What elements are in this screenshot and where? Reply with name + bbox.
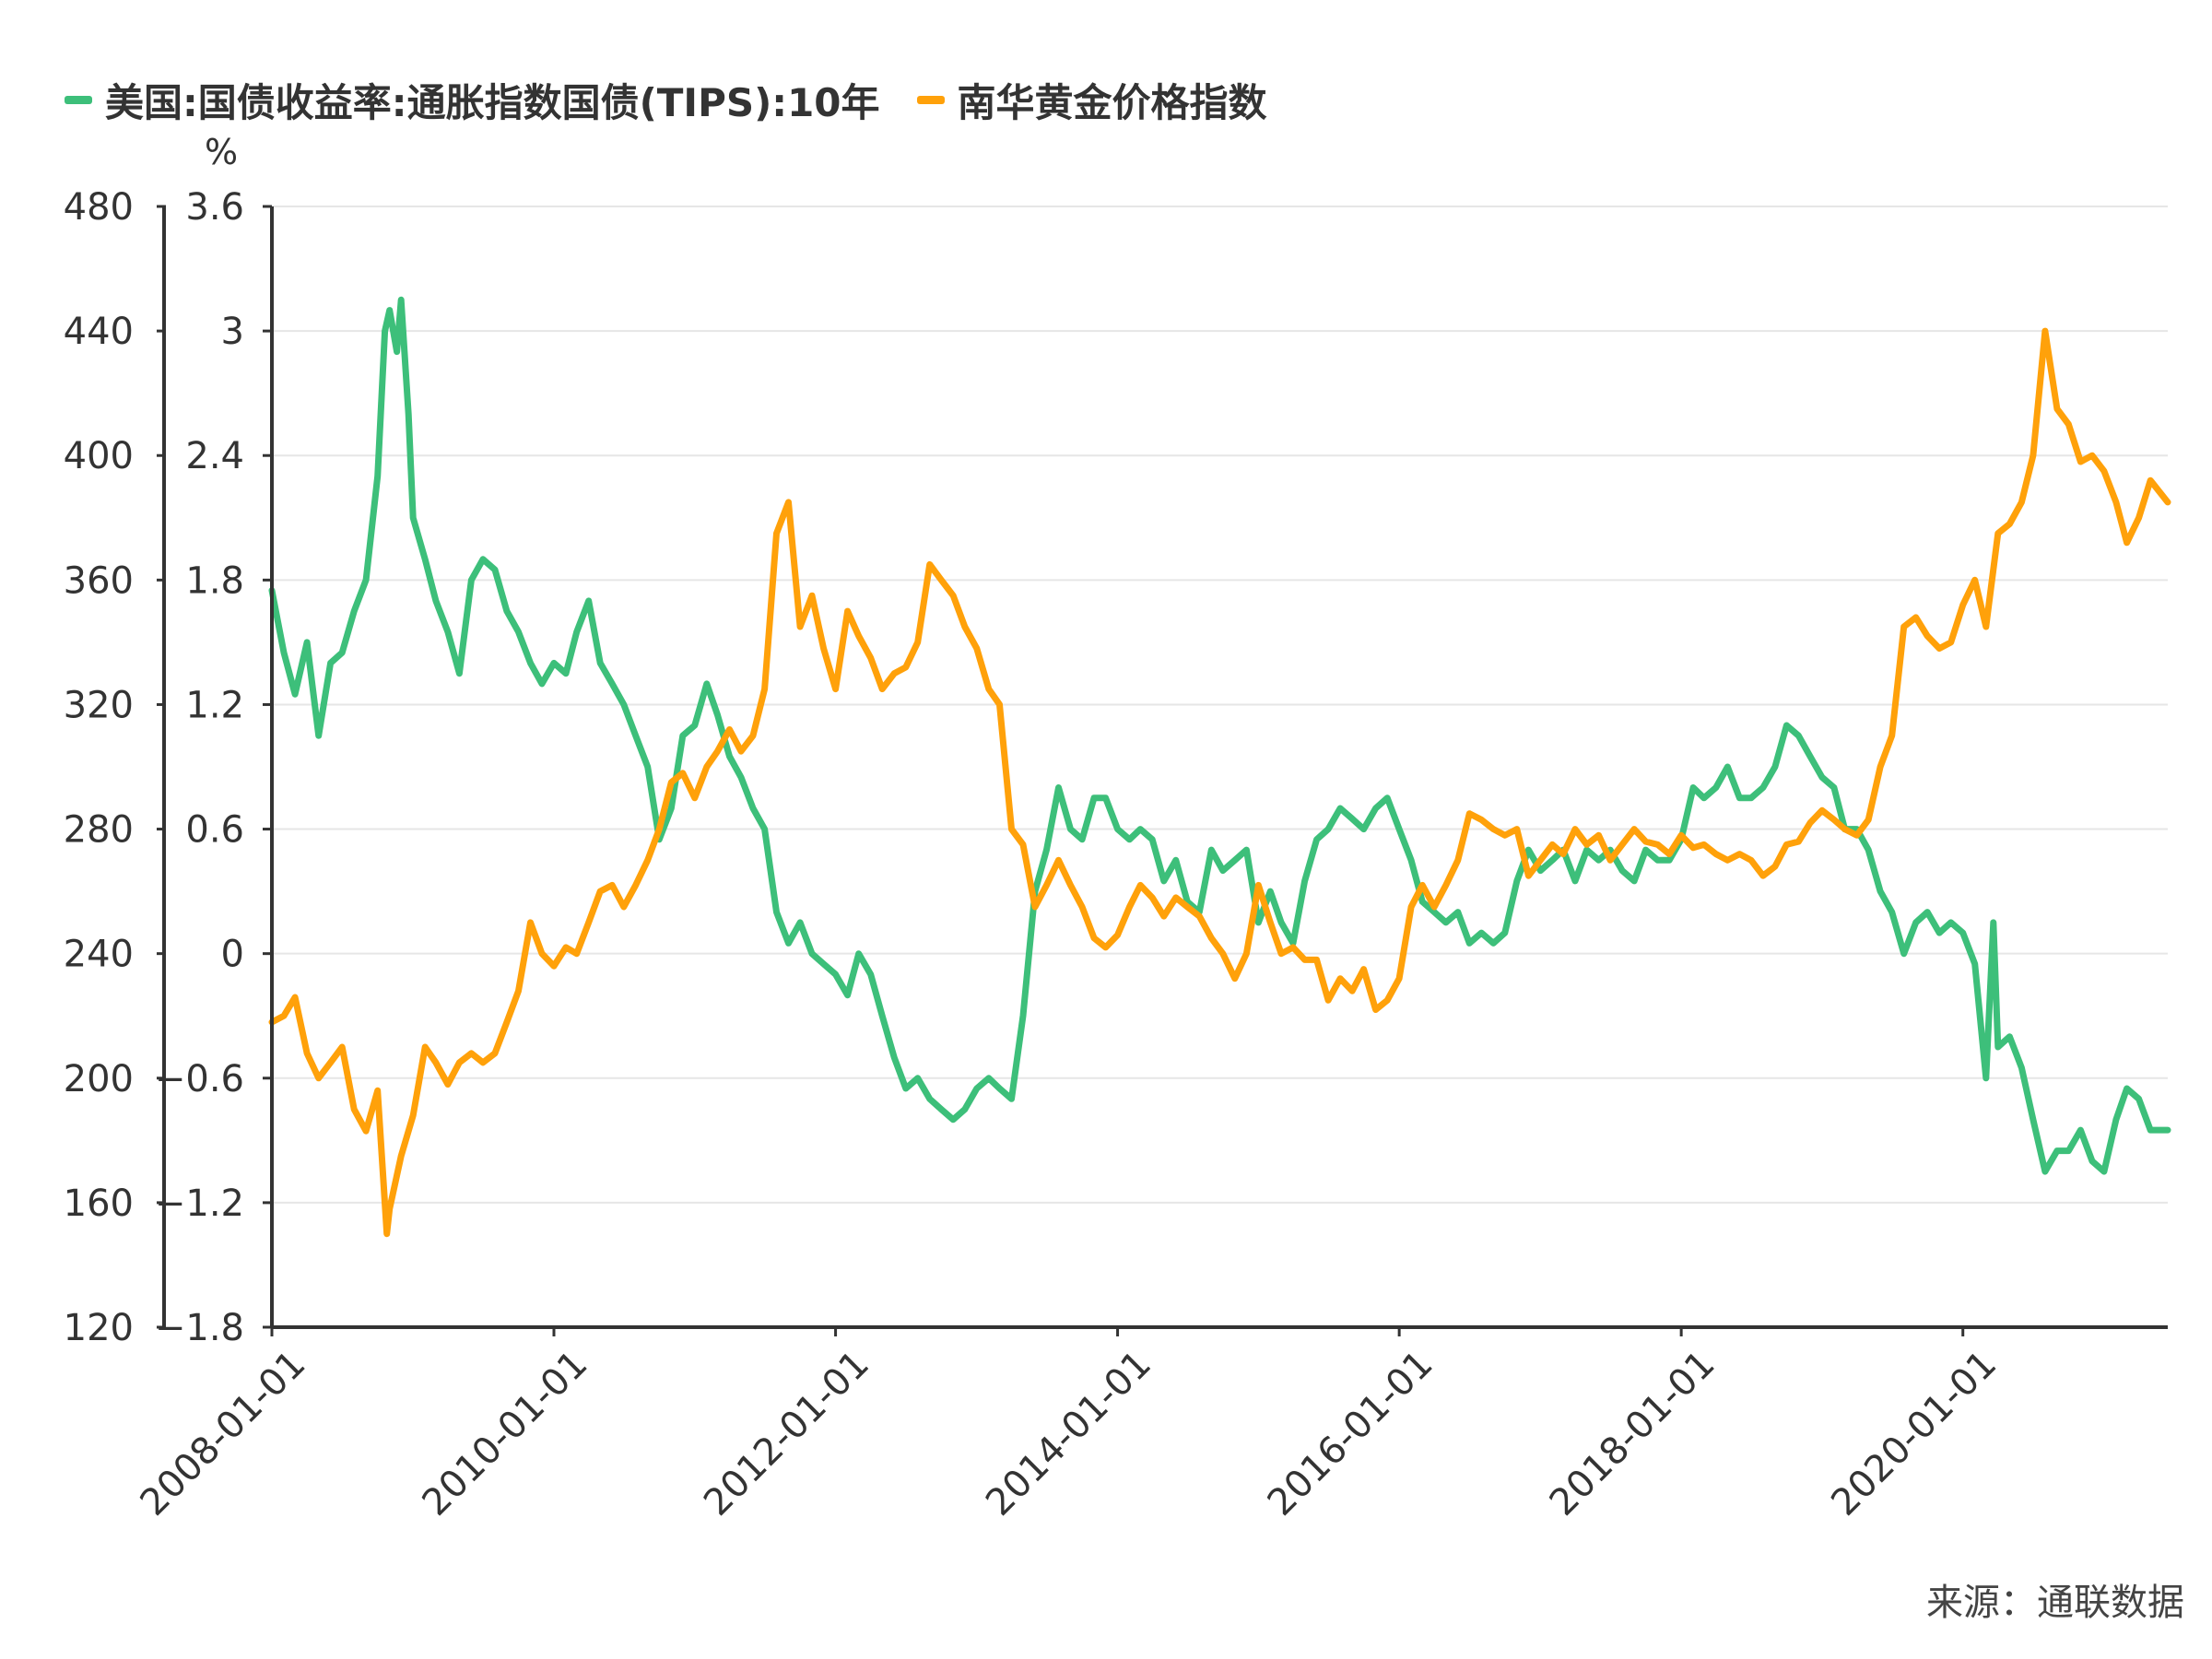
right-tick-label: 0.6 — [185, 809, 244, 852]
legend-label-tips-yield: 美国:国债收益率:通胀指数国债(TIPS):10年 — [105, 79, 880, 125]
left-tick-label: 120 — [64, 1307, 134, 1349]
left-tick-label: 320 — [64, 684, 134, 726]
right-tick-label: −0.6 — [155, 1058, 244, 1100]
x-tick-label: 2014-01-01 — [978, 1343, 1159, 1524]
right-tick-label: 2.4 — [185, 435, 244, 477]
right-tick-label: 1.2 — [185, 684, 244, 726]
legend: 美国:国债收益率:通胀指数国债(TIPS):10年 南华黄金价格指数 — [65, 72, 1304, 127]
right-tick-label: 0 — [221, 934, 244, 976]
left-tick-label: 200 — [64, 1058, 134, 1100]
left-tick-label: 400 — [64, 435, 134, 477]
left-tick-label: 480 — [64, 186, 134, 229]
source-note: 来源：通联数据 — [1926, 1582, 2184, 1624]
right-tick-label: 1.8 — [185, 559, 244, 602]
x-tick-label: 2020-01-01 — [1823, 1343, 2005, 1524]
series-line-gold-index — [268, 327, 2171, 1238]
series-lines — [268, 296, 2171, 1238]
right-axis-unit: % — [205, 132, 238, 172]
x-tick-label: 2018-01-01 — [1542, 1343, 1724, 1524]
legend-item-tips-yield[interactable]: 美国:国债收益率:通胀指数国债(TIPS):10年 — [65, 72, 880, 128]
x-tick-label: 2016-01-01 — [1260, 1343, 1441, 1524]
legend-swatch-tips-yield — [65, 95, 92, 104]
series-line-tips-yield — [268, 296, 2171, 1175]
left-tick-label: 240 — [64, 934, 134, 976]
x-tick-label: 2010-01-01 — [415, 1343, 596, 1524]
x-tick-label: 2012-01-01 — [696, 1343, 877, 1524]
right-tick-label: −1.2 — [155, 1182, 244, 1225]
right-tick-label: −1.8 — [155, 1307, 244, 1349]
right-tick-label: 3 — [221, 311, 244, 353]
legend-label-gold-index: 南华黄金价格指数 — [957, 79, 1267, 125]
legend-swatch-gold-index — [916, 95, 945, 104]
right-tick-label: 3.6 — [185, 186, 244, 229]
legend-item-gold-index[interactable]: 南华黄金价格指数 — [916, 72, 1267, 128]
x-tick-label: 2008-01-01 — [133, 1343, 314, 1524]
left-tick-label: 160 — [64, 1182, 134, 1225]
gridlines — [272, 206, 2168, 1204]
left-tick-label: 360 — [64, 559, 134, 602]
axes — [157, 205, 2168, 1336]
left-tick-label: 280 — [64, 809, 134, 852]
left-tick-label: 440 — [64, 311, 134, 353]
